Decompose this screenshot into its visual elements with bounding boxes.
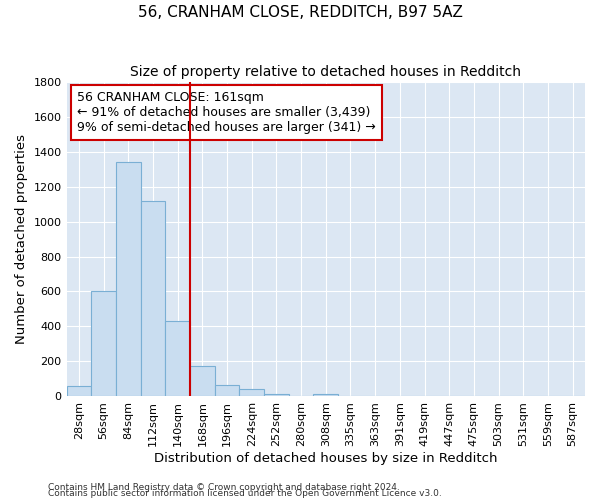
Bar bbox=[190, 366, 215, 396]
Text: Contains HM Land Registry data © Crown copyright and database right 2024.: Contains HM Land Registry data © Crown c… bbox=[48, 484, 400, 492]
Y-axis label: Number of detached properties: Number of detached properties bbox=[15, 134, 28, 344]
Text: 56 CRANHAM CLOSE: 161sqm
← 91% of detached houses are smaller (3,439)
9% of semi: 56 CRANHAM CLOSE: 161sqm ← 91% of detach… bbox=[77, 91, 376, 134]
Bar bbox=[116, 162, 140, 396]
Text: 56, CRANHAM CLOSE, REDDITCH, B97 5AZ: 56, CRANHAM CLOSE, REDDITCH, B97 5AZ bbox=[137, 5, 463, 20]
Bar bbox=[67, 386, 91, 396]
Bar bbox=[313, 394, 338, 396]
X-axis label: Distribution of detached houses by size in Redditch: Distribution of detached houses by size … bbox=[154, 452, 497, 465]
Bar bbox=[140, 200, 165, 396]
Bar bbox=[264, 394, 289, 396]
Bar bbox=[239, 390, 264, 396]
Bar bbox=[165, 321, 190, 396]
Title: Size of property relative to detached houses in Redditch: Size of property relative to detached ho… bbox=[130, 65, 521, 79]
Bar bbox=[215, 385, 239, 396]
Bar bbox=[91, 292, 116, 397]
Text: Contains public sector information licensed under the Open Government Licence v3: Contains public sector information licen… bbox=[48, 490, 442, 498]
